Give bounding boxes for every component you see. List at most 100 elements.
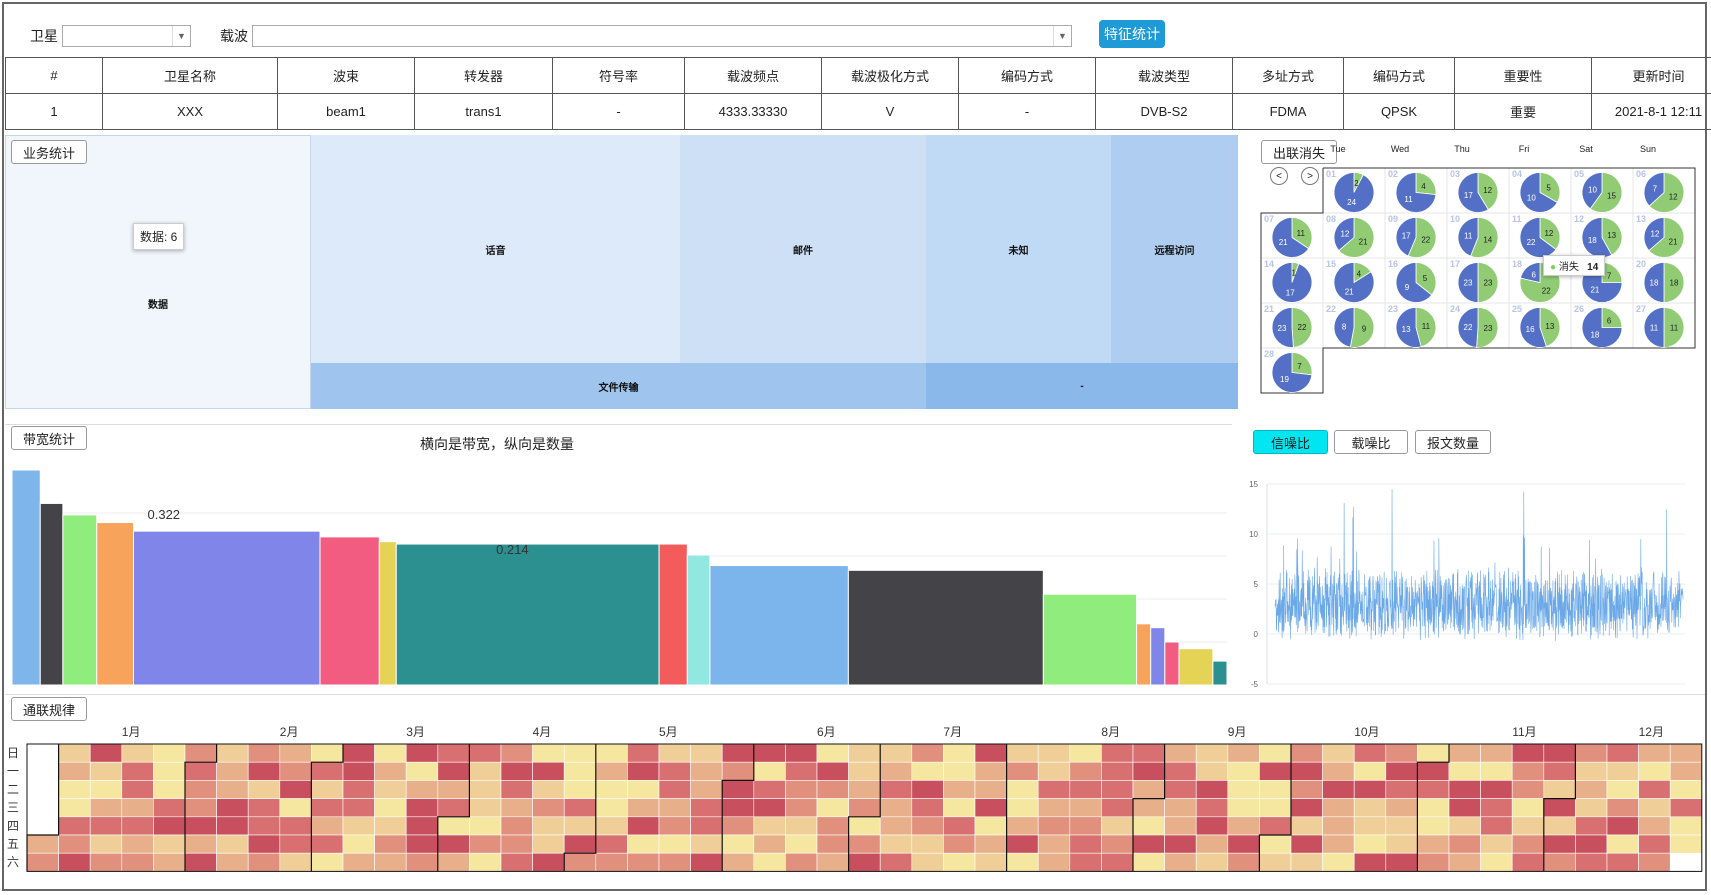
heatmap-cell[interactable] [721, 780, 755, 799]
heatmap-cell[interactable] [121, 743, 154, 763]
pie-slice-b[interactable] [1581, 172, 1603, 210]
calendar-day-pie[interactable]: 18 18 20 [1636, 259, 1685, 303]
heatmap-cell[interactable] [311, 834, 344, 854]
heatmap-cell[interactable] [753, 761, 786, 781]
heatmap-cell[interactable] [1259, 852, 1292, 872]
heatmap-cell[interactable] [1543, 798, 1576, 818]
heatmap-cell[interactable] [153, 780, 186, 799]
heatmap-cell[interactable] [1259, 816, 1292, 836]
heatmap-cell[interactable] [1164, 834, 1197, 854]
pie-slice-b[interactable] [1519, 307, 1547, 348]
pie-slice-b[interactable] [1333, 307, 1355, 348]
heatmap-cell[interactable] [627, 816, 660, 836]
chevron-down-icon[interactable]: ▼ [172, 26, 190, 46]
heatmap-cell[interactable] [58, 743, 91, 763]
heatmap-cell[interactable] [848, 743, 881, 763]
pie-slice-b[interactable] [1271, 352, 1313, 393]
heatmap-cell[interactable] [1195, 743, 1229, 763]
heatmap-cell[interactable] [1417, 816, 1450, 836]
heatmap-cell[interactable] [1132, 743, 1165, 763]
heatmap-cell[interactable] [1575, 798, 1608, 818]
heatmap-cell[interactable] [879, 798, 913, 818]
heatmap-cell[interactable] [1417, 780, 1450, 799]
heatmap-cell[interactable] [405, 761, 439, 781]
heatmap-cell[interactable] [911, 834, 944, 854]
heatmap-cell[interactable] [563, 761, 597, 781]
heatmap-cell[interactable] [1606, 798, 1639, 818]
heatmap-cell[interactable] [816, 852, 849, 872]
heatmap-cell[interactable] [153, 761, 186, 781]
heatmap-cell[interactable] [721, 761, 755, 781]
bandwidth-bar[interactable] [686, 554, 711, 686]
appear-disappear-button[interactable]: 出联消失 [1261, 140, 1338, 164]
calendar-day-pie[interactable]: 12 22 11 [1512, 214, 1561, 258]
heatmap-cell[interactable] [1543, 761, 1576, 781]
pie-slice-a[interactable] [1539, 217, 1561, 251]
bandwidth-bar[interactable] [1212, 660, 1227, 686]
heatmap-cell[interactable] [1638, 834, 1671, 854]
heatmap-cell[interactable] [1448, 834, 1481, 854]
heatmap-cell[interactable] [627, 834, 660, 854]
calendar-day-pie[interactable]: 4 11 02 [1388, 169, 1437, 213]
heatmap-cell[interactable] [848, 816, 881, 836]
bandwidth-bar[interactable] [319, 536, 380, 686]
heatmap-cell[interactable] [153, 816, 186, 836]
heatmap-cell[interactable] [1322, 798, 1355, 818]
heatmap-cell[interactable] [563, 780, 597, 799]
heatmap-cell[interactable] [1164, 798, 1197, 818]
heatmap-cell[interactable] [1101, 798, 1134, 818]
heatmap-cell[interactable] [1101, 780, 1134, 799]
heatmap-cell[interactable] [1195, 816, 1229, 836]
heatmap-cell[interactable] [785, 798, 818, 818]
heatmap-cell[interactable] [1164, 761, 1197, 781]
heatmap-cell[interactable] [1290, 798, 1323, 818]
calendar-day-pie[interactable]: 2 24 01 [1326, 169, 1375, 213]
heatmap-cell[interactable] [1448, 798, 1481, 818]
heatmap-cell[interactable] [658, 816, 691, 836]
heatmap-cell[interactable] [1669, 780, 1703, 799]
heatmap-cell[interactable] [1606, 761, 1639, 781]
snr-series-line[interactable] [1274, 489, 1684, 641]
heatmap-cell[interactable] [1385, 798, 1418, 818]
heatmap-cell[interactable] [1606, 852, 1639, 872]
calendar-day-pie[interactable]: 13 16 25 [1512, 304, 1561, 348]
heatmap-cell[interactable] [1101, 852, 1134, 872]
heatmap-cell[interactable] [1511, 834, 1545, 854]
heatmap-cell[interactable] [1227, 743, 1260, 763]
heatmap-cell[interactable] [879, 852, 913, 872]
heatmap-cell[interactable] [911, 780, 944, 799]
heatmap-cell[interactable] [658, 852, 691, 872]
heatmap-cell[interactable] [658, 761, 691, 781]
pie-slice-b[interactable] [1519, 172, 1558, 213]
heatmap-cell[interactable] [1195, 780, 1229, 799]
calendar-day-pie[interactable]: 5 9 16 [1388, 259, 1437, 303]
heatmap-cell[interactable] [627, 743, 660, 763]
heatmap-cell[interactable] [816, 743, 849, 763]
calendar-next-button[interactable]: > [1301, 167, 1319, 185]
heatmap-cell[interactable] [1543, 834, 1576, 854]
heatmap-cell[interactable] [311, 852, 344, 872]
heatmap-cell[interactable] [1638, 798, 1671, 818]
heatmap-cell[interactable] [785, 761, 818, 781]
heatmap-cell[interactable] [1417, 761, 1450, 781]
heatmap-cell[interactable] [311, 816, 344, 836]
bandwidth-bar[interactable] [395, 543, 660, 686]
tab-message-count[interactable]: 报文数量 [1415, 430, 1491, 454]
heatmap-cell[interactable] [311, 743, 344, 763]
heatmap-cell[interactable] [1353, 743, 1387, 763]
heatmap-cell[interactable] [1353, 834, 1387, 854]
treemap-cell-mail[interactable]: 邮件 [680, 135, 926, 363]
pie-slice-a[interactable] [1601, 217, 1623, 256]
heatmap-cell[interactable] [1132, 852, 1165, 872]
heatmap-cell[interactable] [753, 798, 786, 818]
heatmap-cell[interactable] [1006, 816, 1039, 836]
heatmap-cell[interactable] [1195, 834, 1229, 854]
heatmap-cell[interactable] [848, 852, 881, 872]
calendar-day-pie[interactable]: 15 10 05 [1574, 169, 1623, 213]
heatmap-cell[interactable] [785, 743, 818, 763]
heatmap-cell[interactable] [532, 761, 565, 781]
heatmap-cell[interactable] [911, 852, 944, 872]
heatmap-cell[interactable] [1069, 852, 1102, 872]
heatmap-cell[interactable] [658, 780, 691, 799]
pie-slice-a[interactable] [1589, 172, 1623, 213]
